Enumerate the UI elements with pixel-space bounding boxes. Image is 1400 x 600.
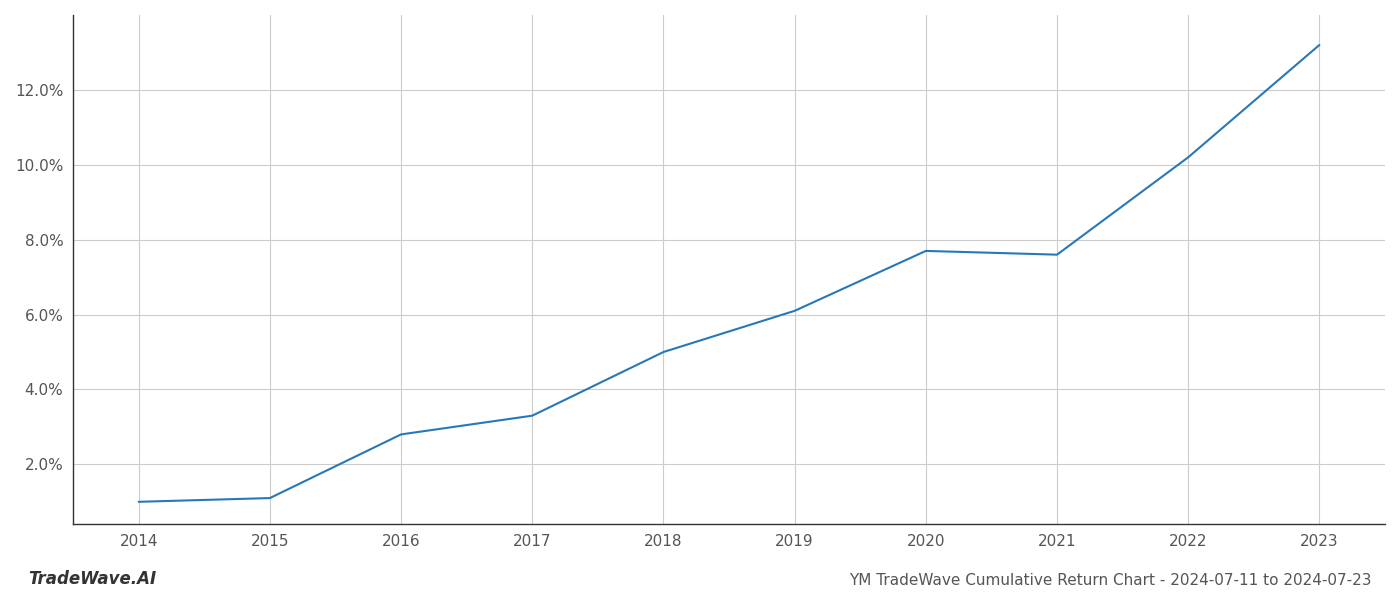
- Text: TradeWave.AI: TradeWave.AI: [28, 570, 157, 588]
- Text: YM TradeWave Cumulative Return Chart - 2024-07-11 to 2024-07-23: YM TradeWave Cumulative Return Chart - 2…: [850, 573, 1372, 588]
